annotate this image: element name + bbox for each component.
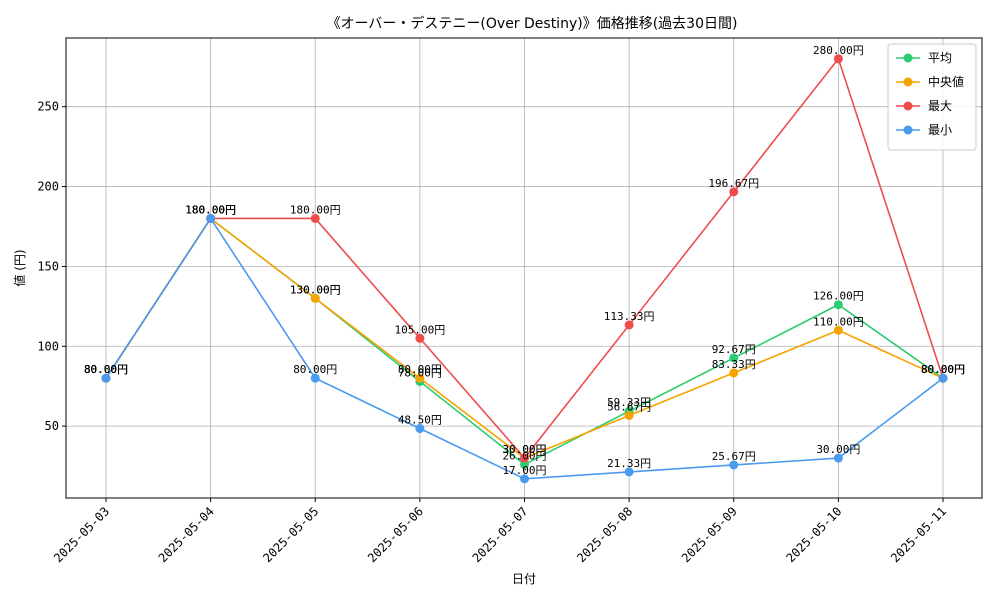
data-label: 80.00円 [84,363,128,376]
data-point [415,373,425,383]
x-tick-label: 2025-05-03 [51,504,112,565]
legend-box [887,43,977,151]
x-tick-label: 2025-05-10 [784,504,845,565]
data-point [833,325,843,335]
legend-swatch-marker [903,101,913,111]
legend-label: 最小 [928,123,952,137]
legend-label: 中央値 [928,74,964,89]
data-label: 80.00円 [921,363,965,376]
legend-swatch-marker [903,77,913,87]
x-tick-label: 2025-05-06 [365,504,426,565]
data-label: 180.00円 [185,203,236,216]
series [101,54,948,484]
data-point [310,293,320,303]
data-label: 80.00円 [921,363,965,376]
data-label: 80.00円 [293,363,337,376]
data-point [520,459,529,469]
data-label: 280.00円 [813,44,864,57]
data-point [310,373,320,383]
data-point [520,474,529,484]
data-label: 105.00円 [395,323,446,336]
data-label: 17.00円 [502,464,546,477]
data-label: 180.00円 [185,203,236,216]
data-label: 59.33円 [607,396,651,409]
data-label: 26.00円 [502,449,546,462]
chart-title: 《オーバー・デステニー(Over Destiny)》価格推移(過去30日間) [327,15,738,32]
data-point [624,320,634,330]
data-point [938,373,948,383]
data-label: 56.67円 [607,400,651,413]
grid [66,38,982,498]
data-label: 180.00円 [290,203,341,216]
y-tick-label: 150 [37,259,59,273]
data-label: 80.00円 [921,363,965,376]
y-axis-title: 値 (円) [12,249,27,286]
data-label: 30.00円 [502,443,546,456]
data-label: 92.67円 [712,343,756,356]
data-label: 30.00円 [502,443,546,456]
data-label: 25.67円 [712,450,756,463]
data-label: 83.33円 [712,358,756,371]
data-point [729,187,739,197]
x-tick-label: 2025-05-08 [574,504,635,565]
data-point [415,424,425,434]
data-point [624,410,634,420]
data-label: 80.00円 [84,363,128,376]
data-label: 78.00円 [398,366,442,379]
data-point [833,300,843,310]
data-label: 110.00円 [813,315,864,328]
data-label: 48.50円 [398,414,442,427]
data-label: 80.00円 [921,363,965,376]
data-label: 80.00円 [84,363,128,376]
data-point [729,353,739,363]
data-point [101,373,111,383]
data-point [624,467,634,477]
y-tick-label: 250 [37,100,59,114]
data-label: 180.00円 [185,203,236,216]
legend-swatch-marker [903,125,913,135]
legend-label: 最大 [928,99,952,113]
data-point [310,213,320,223]
x-tick-label: 2025-05-05 [260,504,321,565]
data-label: 180.00円 [185,203,236,216]
data-label: 130.00円 [290,283,341,296]
data-label: 80.00円 [84,363,128,376]
data-point [520,453,529,463]
y-tick-label: 100 [37,339,59,353]
legend-label: 平均 [928,51,952,65]
axes: 2025-05-03 2025-05-04 2025-05-05 2025-05-06… [37,100,949,566]
data-label: 30.00円 [816,443,860,456]
y-tick-label: 50 [45,419,59,433]
x-tick-label: 2025-05-04 [156,504,217,565]
data-point [729,368,739,378]
data-label: 130.00円 [290,283,341,296]
data-point [833,54,843,64]
data-point [206,213,216,223]
data-point [415,333,425,343]
data-point [833,453,843,463]
legend-swatch-marker [903,53,913,63]
data-label: 113.33円 [604,310,655,323]
data-point [729,460,739,470]
data-label: 196.67円 [708,177,759,190]
data-labels: 80.00円 180.00円 130.00円 78.00円 26.00円 59.33円 92… [84,44,965,477]
data-label: 80.00円 [398,363,442,376]
x-axis-title: 日付 [512,572,536,586]
x-tick-label: 2025-05-07 [470,504,531,565]
x-tick-label: 2025-05-11 [888,504,949,565]
data-label: 126.00円 [813,290,864,303]
x-tick-label: 2025-05-09 [679,504,740,565]
data-label: 21.33円 [607,457,651,470]
y-tick-label: 200 [37,180,59,194]
